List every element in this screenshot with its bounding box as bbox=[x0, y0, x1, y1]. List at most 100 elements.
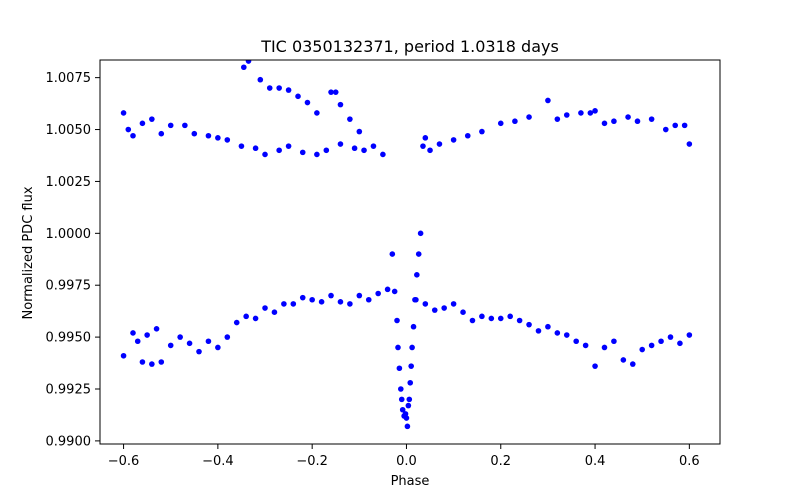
data-point bbox=[299, 149, 306, 156]
data-point bbox=[497, 315, 504, 322]
data-point bbox=[686, 141, 693, 147]
data-point bbox=[592, 363, 598, 369]
data-point bbox=[224, 137, 231, 143]
y-tick-label: 1.0075 bbox=[46, 71, 92, 86]
y-tick-label: 1.0025 bbox=[46, 175, 92, 190]
data-point bbox=[398, 386, 404, 392]
data-point bbox=[410, 323, 417, 330]
data-point bbox=[422, 135, 429, 141]
data-point bbox=[629, 361, 636, 367]
data-point bbox=[601, 344, 608, 351]
data-point bbox=[407, 379, 414, 386]
data-point bbox=[404, 423, 411, 430]
data-point bbox=[677, 340, 683, 347]
data-point bbox=[139, 359, 146, 365]
data-point bbox=[125, 126, 132, 133]
data-point bbox=[450, 301, 457, 307]
data-point bbox=[323, 147, 330, 154]
data-point bbox=[587, 110, 594, 116]
data-point bbox=[241, 64, 247, 71]
data-point bbox=[233, 319, 240, 326]
data-point bbox=[285, 87, 292, 93]
data-point bbox=[186, 340, 193, 347]
data-point bbox=[238, 143, 245, 149]
data-point bbox=[488, 315, 495, 322]
data-point bbox=[295, 93, 301, 100]
data-point bbox=[460, 309, 466, 315]
data-point bbox=[686, 332, 693, 338]
x-tick-label: 0.6 bbox=[679, 454, 700, 469]
data-point bbox=[144, 332, 150, 338]
data-point bbox=[153, 326, 160, 332]
data-point bbox=[314, 110, 320, 116]
data-point bbox=[592, 108, 598, 114]
data-point bbox=[191, 130, 198, 137]
data-point bbox=[271, 309, 278, 315]
data-point bbox=[347, 116, 353, 122]
data-point bbox=[356, 292, 363, 299]
data-point bbox=[497, 120, 504, 127]
x-axis: −0.6 −0.4 −0.2 0.0 0.2 0.4 0.6 bbox=[108, 444, 700, 469]
data-point bbox=[436, 141, 443, 147]
y-tick-label: 0.9925 bbox=[46, 382, 92, 397]
data-point bbox=[639, 346, 646, 353]
data-point bbox=[396, 365, 403, 372]
data-point bbox=[361, 147, 367, 154]
data-point bbox=[512, 118, 518, 125]
data-point bbox=[309, 296, 315, 303]
x-tick-label: −0.4 bbox=[202, 454, 234, 469]
data-point bbox=[243, 313, 249, 320]
data-point bbox=[406, 396, 413, 403]
data-point bbox=[276, 85, 282, 91]
data-point bbox=[365, 296, 372, 303]
data-point bbox=[290, 301, 297, 307]
data-point bbox=[375, 290, 381, 297]
data-point bbox=[611, 338, 617, 345]
y-axis-label: Normalized PDC flux bbox=[21, 186, 36, 319]
data-point bbox=[658, 338, 664, 345]
data-point bbox=[479, 313, 485, 320]
data-point bbox=[285, 143, 292, 149]
data-point bbox=[149, 116, 155, 122]
data-point bbox=[139, 120, 146, 127]
data-point bbox=[420, 143, 426, 149]
data-point bbox=[582, 342, 589, 349]
data-point bbox=[535, 328, 542, 334]
chart-title: TIC 0350132371, period 1.0318 days bbox=[260, 37, 559, 56]
data-point bbox=[554, 330, 561, 336]
x-tick-label: −0.2 bbox=[296, 454, 328, 469]
data-point bbox=[662, 126, 669, 133]
data-points bbox=[120, 60, 693, 430]
data-point bbox=[395, 344, 401, 351]
data-point bbox=[516, 317, 523, 324]
y-tick-label: 0.9950 bbox=[46, 331, 92, 346]
data-point bbox=[130, 330, 136, 336]
data-point bbox=[611, 118, 617, 125]
data-point bbox=[464, 132, 471, 139]
data-point bbox=[347, 301, 353, 307]
y-tick-label: 0.9975 bbox=[46, 279, 92, 294]
data-point bbox=[328, 89, 334, 95]
x-tick-label: 0.4 bbox=[585, 454, 606, 469]
data-point bbox=[563, 112, 570, 118]
data-point bbox=[620, 357, 627, 363]
data-point bbox=[625, 114, 631, 120]
data-point bbox=[648, 342, 655, 349]
data-point bbox=[224, 334, 231, 340]
data-point bbox=[356, 128, 363, 135]
data-point bbox=[205, 338, 212, 345]
data-point bbox=[262, 151, 268, 158]
data-point bbox=[414, 272, 420, 278]
x-tick-label: −0.6 bbox=[108, 454, 140, 469]
data-point bbox=[380, 151, 386, 158]
data-point bbox=[337, 299, 344, 305]
data-point bbox=[149, 361, 155, 367]
data-point bbox=[672, 122, 679, 129]
plot-area bbox=[120, 60, 693, 430]
data-point bbox=[578, 110, 584, 116]
data-point bbox=[427, 147, 433, 154]
data-point bbox=[479, 128, 485, 135]
data-point bbox=[252, 145, 259, 152]
data-point bbox=[167, 122, 174, 129]
data-point bbox=[667, 334, 674, 340]
